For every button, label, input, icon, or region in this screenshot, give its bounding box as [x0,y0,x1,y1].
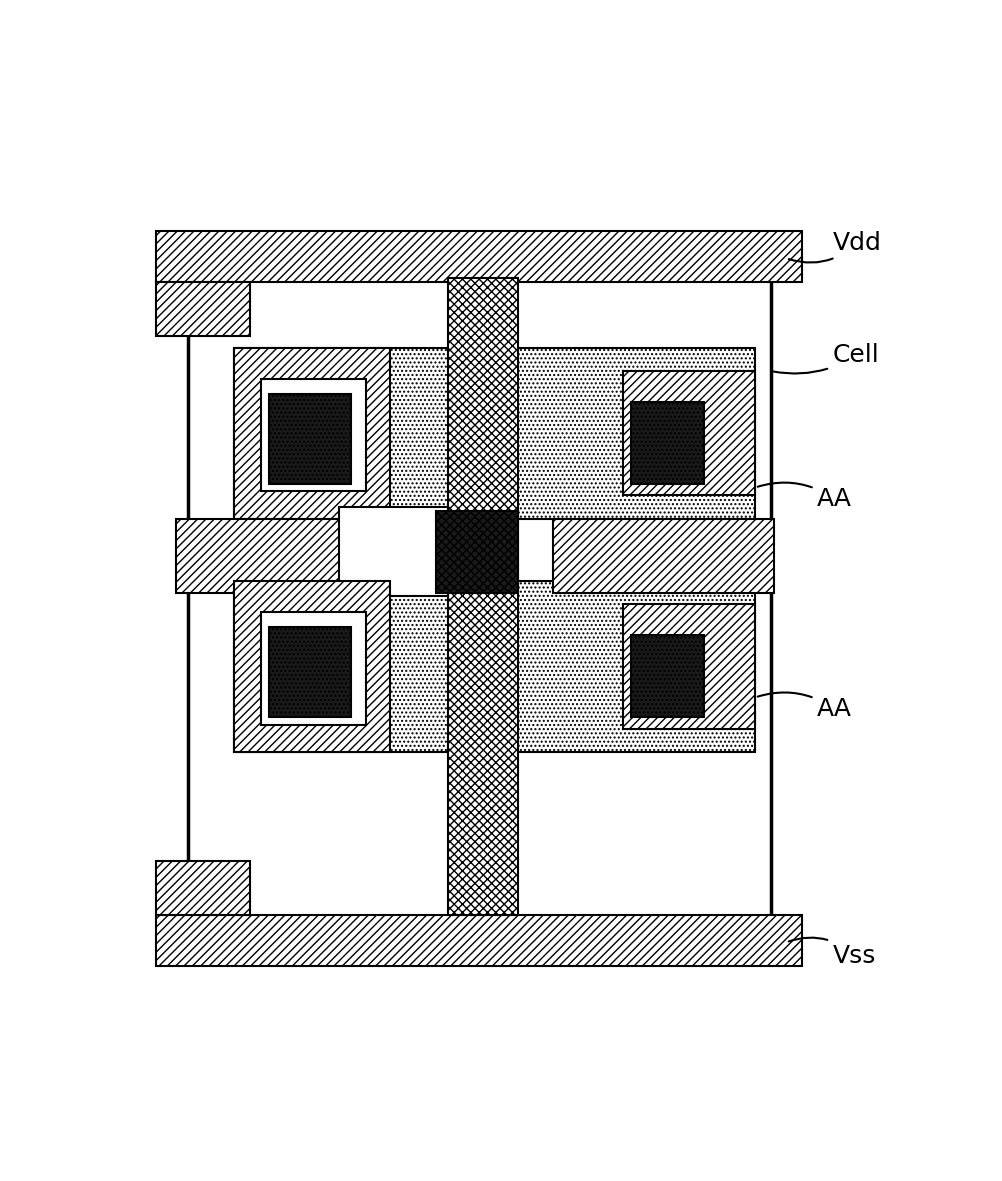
Bar [234,347,389,518]
Bar [630,402,703,484]
Text: Vss: Vss [788,938,875,967]
Bar [234,347,755,518]
Bar [630,635,703,717]
Bar [262,612,366,725]
Text: Cell: Cell [773,344,879,373]
Bar [622,371,755,495]
Bar [187,262,770,931]
Bar [156,861,249,915]
Bar [622,605,755,729]
Bar [552,518,774,593]
Text: AA: AA [757,483,852,511]
Text: Vdd: Vdd [788,230,881,262]
Bar [269,394,351,484]
Bar [175,518,347,593]
Bar [234,581,389,752]
Bar [234,581,755,752]
Bar [436,511,517,593]
Bar [269,627,351,717]
Text: AA: AA [757,692,852,722]
Bar [156,231,801,281]
Bar [262,379,366,491]
Bar [448,278,517,915]
Bar [339,507,448,596]
Bar [156,281,249,337]
Bar [156,915,801,966]
